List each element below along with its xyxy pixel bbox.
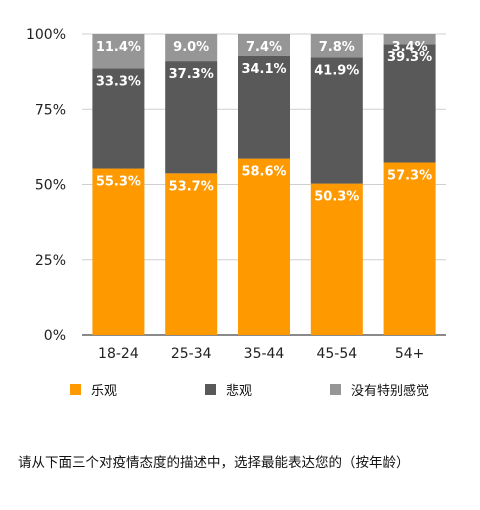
x-axis: 18-24 25-34 35-44 45-54 54+	[98, 346, 424, 362]
legend-item-neutral: 没有特别感觉	[330, 380, 429, 399]
y-tick-label: 75%	[35, 102, 66, 118]
bar-segment	[238, 55, 290, 159]
data-label: 55.3%	[96, 175, 141, 190]
legend: 乐观 悲观 没有特别感觉	[0, 380, 480, 400]
bar-segment	[165, 61, 218, 174]
bar-segment	[310, 34, 363, 58]
bar-segment	[310, 183, 363, 335]
y-tick-label: 100%	[26, 27, 66, 43]
data-label: 7.4%	[246, 40, 282, 55]
y-tick-label: 50%	[35, 178, 66, 194]
data-label: 58.6%	[241, 165, 286, 180]
data-label: 37.3%	[169, 67, 214, 82]
y-axis: 0% 25% 50% 75% 100%	[26, 27, 66, 344]
y-tick-label: 0%	[44, 328, 66, 344]
data-label: 57.3%	[387, 169, 432, 184]
chart-caption: 请从下面三个对疫情态度的描述中，选择最能表达您的（按年龄）	[18, 455, 410, 471]
data-labels: 55.3% 33.3% 11.4% 53.7% 37.3% 9.0% 58.6% 34.1% 7…	[96, 40, 432, 205]
data-label: 41.9%	[314, 63, 359, 78]
bar-segment	[310, 57, 363, 184]
bar-segment	[92, 168, 145, 335]
legend-label-pessimistic: 悲观	[226, 384, 253, 399]
y-tick-label: 25%	[35, 253, 66, 269]
bar-segment	[165, 173, 218, 335]
data-label: 34.1%	[241, 62, 286, 77]
legend-label-optimistic: 乐观	[91, 384, 118, 399]
bar-segment	[92, 68, 145, 169]
legend-swatch-neutral	[330, 384, 341, 395]
data-label: 33.3%	[96, 74, 141, 89]
legend-swatch-optimistic	[70, 384, 81, 395]
x-tick-label: 18-24	[98, 346, 139, 362]
legend-item-optimistic: 乐观	[70, 380, 117, 399]
bar-segment	[92, 34, 145, 69]
data-label: 9.0%	[173, 40, 209, 55]
x-tick-label: 25-34	[171, 346, 212, 362]
bar-segment	[165, 34, 218, 62]
data-label: 39.3%	[387, 50, 432, 65]
bar-segment	[383, 162, 436, 335]
bar-segment	[383, 34, 436, 45]
bar-segment	[238, 34, 290, 56]
bar-segment	[238, 158, 290, 335]
x-tick-label: 45-54	[316, 346, 357, 362]
legend-swatch-pessimistic	[205, 384, 216, 395]
data-label: 53.7%	[169, 179, 214, 194]
data-label: 7.8%	[319, 40, 355, 55]
data-label: 11.4%	[96, 40, 141, 55]
bar-segment	[383, 44, 436, 163]
x-tick-label: 35-44	[244, 346, 285, 362]
data-label: 50.3%	[314, 190, 359, 205]
bars	[92, 34, 436, 335]
stacked-bar-chart: 0% 25% 50% 75% 100% 55.3% 33.3% 11.4% 53.7% 37.3…	[26, 27, 446, 362]
legend-item-pessimistic: 悲观	[205, 380, 252, 399]
data-label: 3.4%	[392, 40, 428, 55]
legend-label-neutral: 没有特别感觉	[351, 384, 430, 399]
x-tick-label: 54+	[395, 346, 425, 362]
